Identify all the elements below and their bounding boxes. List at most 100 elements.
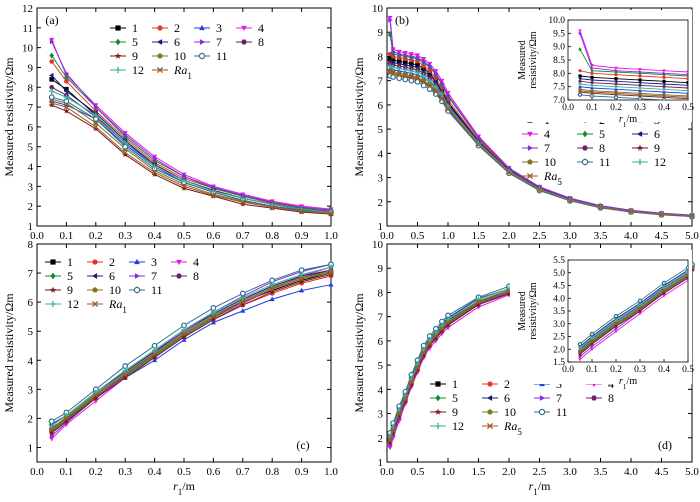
inset-data-point <box>590 78 594 82</box>
data-point <box>64 86 69 92</box>
data-point <box>420 73 427 79</box>
data-point <box>426 82 433 89</box>
data-point <box>421 58 427 64</box>
legend-label: Ra5 <box>543 169 562 187</box>
legend-label: 6 <box>654 127 660 141</box>
inset-series-line <box>579 83 688 92</box>
legend-label: 3 <box>216 21 222 35</box>
data-point <box>151 169 158 176</box>
data-point <box>182 173 187 179</box>
data-point <box>328 264 334 271</box>
legend-marker <box>133 286 141 294</box>
y-tick-label: 5 <box>378 360 384 372</box>
x-tick-label: 0.0 <box>380 230 394 242</box>
legend-item-1: 1 <box>110 21 138 35</box>
inset-series-line <box>579 49 688 77</box>
data-point <box>408 77 415 84</box>
inset-data-point <box>578 74 582 78</box>
inset-data-point <box>577 349 583 354</box>
y-tick-label: 4 <box>378 384 384 396</box>
legend-item-2: 2 <box>87 255 115 269</box>
inset-data-point <box>661 288 667 293</box>
inset-data-point <box>578 79 582 83</box>
inset-y-tick-label: 8.0 <box>553 69 565 79</box>
y-tick-label: 12 <box>22 3 33 15</box>
series-line <box>51 275 332 434</box>
x-tick-label: 1.0 <box>441 230 455 242</box>
data-point <box>426 86 433 93</box>
inset-data-point <box>578 346 582 350</box>
data-point <box>390 74 397 80</box>
inset-data-point <box>613 91 619 96</box>
inset-data-point <box>589 339 595 344</box>
data-point <box>63 412 70 419</box>
inset-x-axis-label: r1/m <box>619 376 637 391</box>
legend-label: 4 <box>258 21 264 35</box>
legend-marker <box>486 422 494 430</box>
legend-label: Ra5 <box>503 419 522 437</box>
data-point <box>49 436 55 442</box>
inset-series-line <box>579 274 688 353</box>
inset-data-point <box>662 71 666 76</box>
inset-x-tick-label: 0.3 <box>634 365 646 375</box>
inset-series-line <box>579 271 688 349</box>
legend-item-4: 4 <box>236 21 264 35</box>
legend-item-11: 11 <box>194 49 228 63</box>
x-tick-label: 3.0 <box>563 230 577 242</box>
inset-data-point <box>589 89 595 95</box>
inset-x-tick-label: 0.0 <box>562 103 574 113</box>
data-point <box>420 82 427 89</box>
legend-item-6: 6 <box>482 391 510 405</box>
inset-series-Ra5 <box>577 88 688 100</box>
data-point <box>439 328 445 334</box>
data-point <box>239 302 246 308</box>
data-point <box>408 381 415 387</box>
inset-data-point <box>637 92 643 97</box>
series-11 <box>48 261 334 425</box>
series-line <box>51 266 332 440</box>
data-point <box>439 322 445 328</box>
legend-item-Ra1: Ra1 <box>152 63 192 81</box>
data-point <box>387 437 393 443</box>
inset-data-point <box>638 93 642 98</box>
legend-label: 2 <box>174 21 180 35</box>
data-point <box>210 313 217 320</box>
data-point <box>387 439 393 446</box>
legend-label: 12 <box>654 155 666 169</box>
inset-y-axis-label: Measuredresistivity/Ωm <box>517 282 539 340</box>
series-line <box>51 78 332 213</box>
data-point <box>210 188 217 195</box>
x-tick-label: 0.8 <box>265 466 279 478</box>
data-point <box>63 94 70 100</box>
x-tick-label: 0.0 <box>380 466 394 478</box>
legend-marker <box>199 39 206 45</box>
y-tick-label: 9 <box>378 263 384 275</box>
data-point <box>48 422 55 429</box>
legend-item-9: 9 <box>45 283 73 297</box>
data-point <box>658 211 665 218</box>
legend-marker <box>156 66 164 74</box>
legend-item-12: 12 <box>632 155 666 169</box>
x-tick-label: 1.0 <box>324 466 338 478</box>
data-point <box>415 55 421 61</box>
legend-marker <box>115 38 121 46</box>
inset-y-tick-label: 4.5 <box>553 282 565 292</box>
x-tick-label: 5.0 <box>685 466 699 478</box>
legend-item-8: 8 <box>236 35 264 49</box>
data-point <box>420 79 427 85</box>
legend-item-12: 12 <box>110 63 144 77</box>
data-point <box>433 329 439 336</box>
inset-series <box>577 29 688 100</box>
inset-data-point <box>686 81 688 85</box>
x-tick-label: 0.5 <box>177 466 191 478</box>
legend-item-3: 3 <box>194 21 222 35</box>
x-tick-label: 0.0 <box>30 230 44 242</box>
data-point <box>122 131 128 136</box>
series-Ra5 <box>387 69 695 220</box>
legend-item-11: 11 <box>534 405 568 419</box>
data-point <box>439 96 445 102</box>
data-point <box>387 56 393 62</box>
data-point <box>433 70 439 76</box>
inset-data-point <box>638 86 642 90</box>
